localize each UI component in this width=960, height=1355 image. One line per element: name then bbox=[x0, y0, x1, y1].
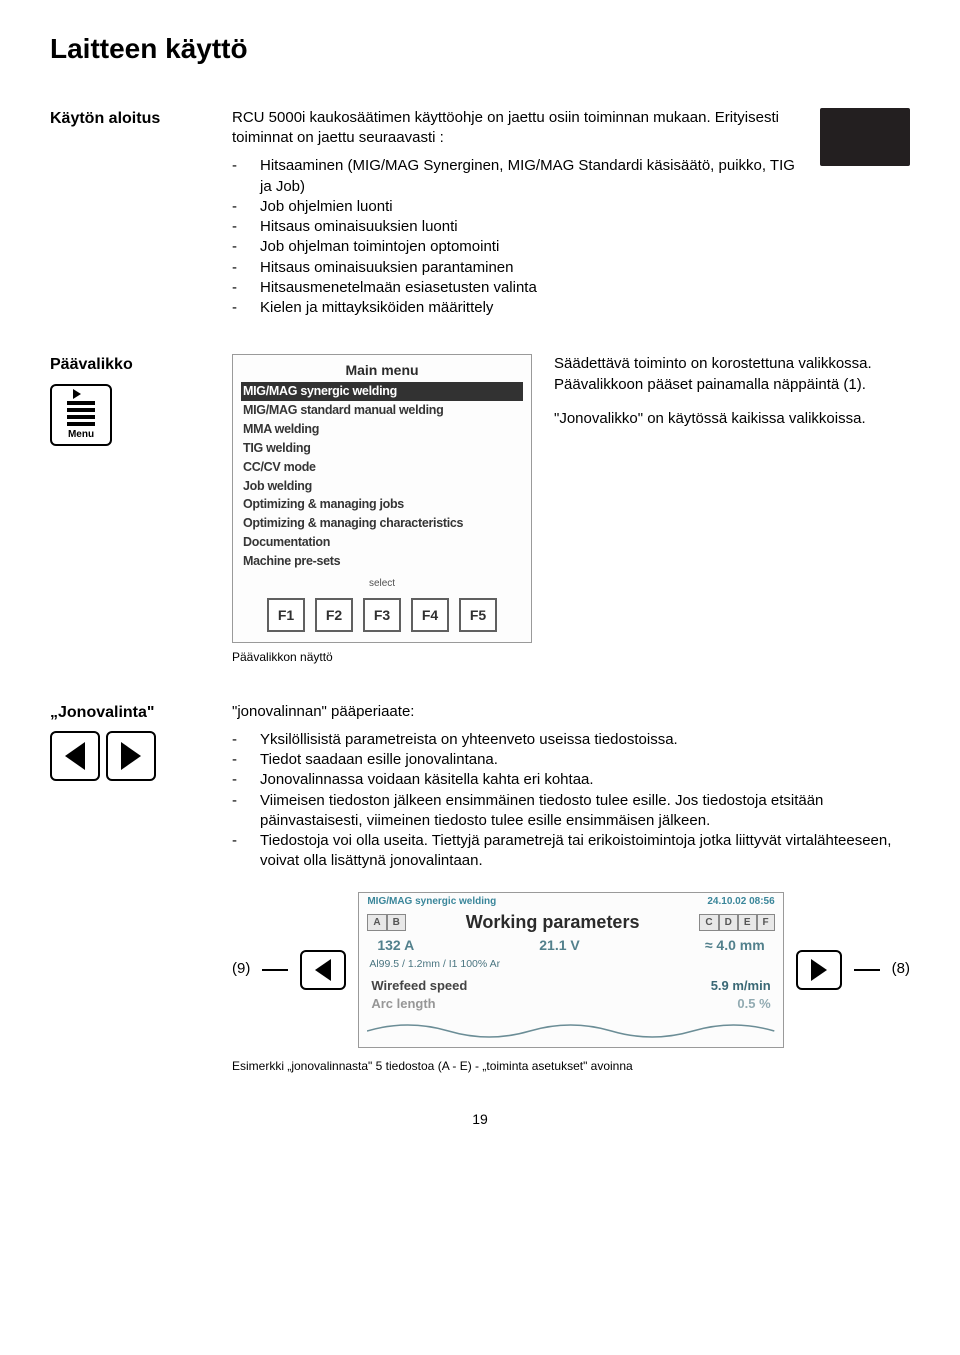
callout-8: (8) bbox=[892, 959, 910, 979]
tab-f: F bbox=[757, 914, 775, 932]
arrow-right-button-icon bbox=[796, 950, 842, 990]
screenshot-header-right: 24.10.02 08:56 bbox=[707, 895, 774, 909]
fkey-f3: F3 bbox=[363, 598, 401, 632]
triangle-right-icon bbox=[73, 389, 81, 399]
menu-item: MIG/MAG synergic welding bbox=[241, 382, 523, 401]
select-label: select bbox=[241, 577, 523, 591]
list-item: Job ohjelman toimintojen optomointi bbox=[260, 237, 499, 257]
list-item: Hitsaaminen (MIG/MAG Synerginen, MIG/MAG… bbox=[260, 156, 798, 197]
fkey-f1: F1 bbox=[267, 598, 305, 632]
tab-a: A bbox=[367, 914, 386, 932]
list-item: Hitsausmenetelmaän esiasetusten valinta bbox=[260, 278, 537, 298]
jonovalinta-intro: "jonovalinnan" pääperiaate: bbox=[232, 702, 910, 722]
list-item: Jonovalinnassa voidaan käsitella kahta e… bbox=[260, 770, 594, 790]
tab-e: E bbox=[738, 914, 757, 932]
tab-b: B bbox=[387, 914, 406, 932]
arrow-left-button-icon bbox=[300, 950, 346, 990]
paavalikko-desc-1: Säädettävä toiminto on korostettuna vali… bbox=[554, 354, 910, 395]
param-wirefeed-value: 5.9 m/min bbox=[711, 977, 771, 995]
menu-item: TIG welding bbox=[241, 439, 523, 458]
arrow-left-icon bbox=[50, 731, 100, 781]
page-title: Laitteen käyttö bbox=[50, 30, 910, 68]
menu-lines-icon bbox=[67, 401, 95, 426]
menu-item: Documentation bbox=[241, 533, 523, 552]
menu-item: Optimizing & managing characteristics bbox=[241, 514, 523, 533]
fkey-f5: F5 bbox=[459, 598, 497, 632]
menu-item: Job welding bbox=[241, 477, 523, 496]
menu-item: MIG/MAG standard manual welding bbox=[241, 401, 523, 420]
jonovalinta-list: Yksilöllisistä parametreista on yhteenve… bbox=[232, 730, 910, 872]
arrow-right-icon bbox=[106, 731, 156, 781]
list-item: Hitsaus ominaisuuksien luonti bbox=[260, 217, 458, 237]
list-item: Viimeisen tiedoston jälkeen ensimmäinen … bbox=[260, 791, 910, 832]
main-menu-screenshot: Main menu MIG/MAG synergic welding MIG/M… bbox=[232, 354, 532, 643]
screenshot-main-title: Working parameters bbox=[410, 910, 696, 934]
param-arclength-value: 0.5 % bbox=[737, 995, 770, 1013]
screenshot-caption: Päävalikkon näyttö bbox=[232, 649, 532, 665]
section-label-jonovalinta: „Jonovalinta" bbox=[50, 702, 210, 724]
list-item: Yksilöllisistä parametreista on yhteenve… bbox=[260, 730, 678, 750]
connector-line bbox=[262, 969, 288, 971]
menu-item: Machine pre-sets bbox=[241, 552, 523, 571]
menu-item: Optimizing & managing jobs bbox=[241, 495, 523, 514]
readout-thickness: ≈ 4.0 mm bbox=[705, 936, 765, 955]
list-item: Job ohjelmien luonti bbox=[260, 197, 393, 217]
param-arclength-label: Arc length bbox=[371, 995, 435, 1013]
jono-caption: Esimerkki „jonovalinnasta" 5 tiedostoa (… bbox=[232, 1058, 910, 1074]
section-label-paavalikko: Päävalikko bbox=[50, 354, 210, 376]
fkey-f4: F4 bbox=[411, 598, 449, 632]
readout-volts: 21.1 V bbox=[539, 936, 579, 955]
list-item: Tiedostoja voi olla useita. Tiettyjä par… bbox=[260, 831, 910, 872]
callout-9: (9) bbox=[232, 959, 250, 979]
section-label-kayton-aloitus: Käytön aloitus bbox=[50, 108, 210, 319]
page-number: 19 bbox=[50, 1110, 910, 1129]
readout-subline: Al99.5 / 1.2mm / I1 100% Ar bbox=[367, 957, 774, 971]
list-item: Hitsaus ominaisuuksien parantaminen bbox=[260, 258, 513, 278]
list-item: Tiedot saadaan esille jonovalintana. bbox=[260, 750, 498, 770]
menu-item: MMA welding bbox=[241, 420, 523, 439]
screenshot-header-left: MIG/MAG synergic welding bbox=[367, 895, 496, 909]
param-wirefeed-label: Wirefeed speed bbox=[371, 977, 467, 995]
tab-c: C bbox=[699, 914, 718, 932]
paavalikko-desc-2: "Jonovalikko" on käytössä kaikissa valik… bbox=[554, 409, 910, 429]
list-item: Kielen ja mittayksiköiden määrittely bbox=[260, 298, 493, 318]
wave-graphic bbox=[367, 1017, 774, 1039]
menu-item: CC/CV mode bbox=[241, 458, 523, 477]
connector-line bbox=[854, 969, 880, 971]
tab-d: D bbox=[719, 914, 738, 932]
readout-amps: 132 A bbox=[377, 936, 414, 955]
section1-intro: RCU 5000i kaukosäätimen käyttöohje on ja… bbox=[232, 108, 798, 149]
redaction-box bbox=[820, 108, 910, 166]
working-params-screenshot: MIG/MAG synergic welding 24.10.02 08:56 … bbox=[358, 892, 783, 1048]
section1-list: Hitsaaminen (MIG/MAG Synerginen, MIG/MAG… bbox=[232, 156, 798, 318]
menu-icon-label: Menu bbox=[68, 428, 94, 442]
fkey-f2: F2 bbox=[315, 598, 353, 632]
screenshot-title: Main menu bbox=[241, 361, 523, 380]
menu-button-icon: Menu bbox=[50, 384, 112, 446]
